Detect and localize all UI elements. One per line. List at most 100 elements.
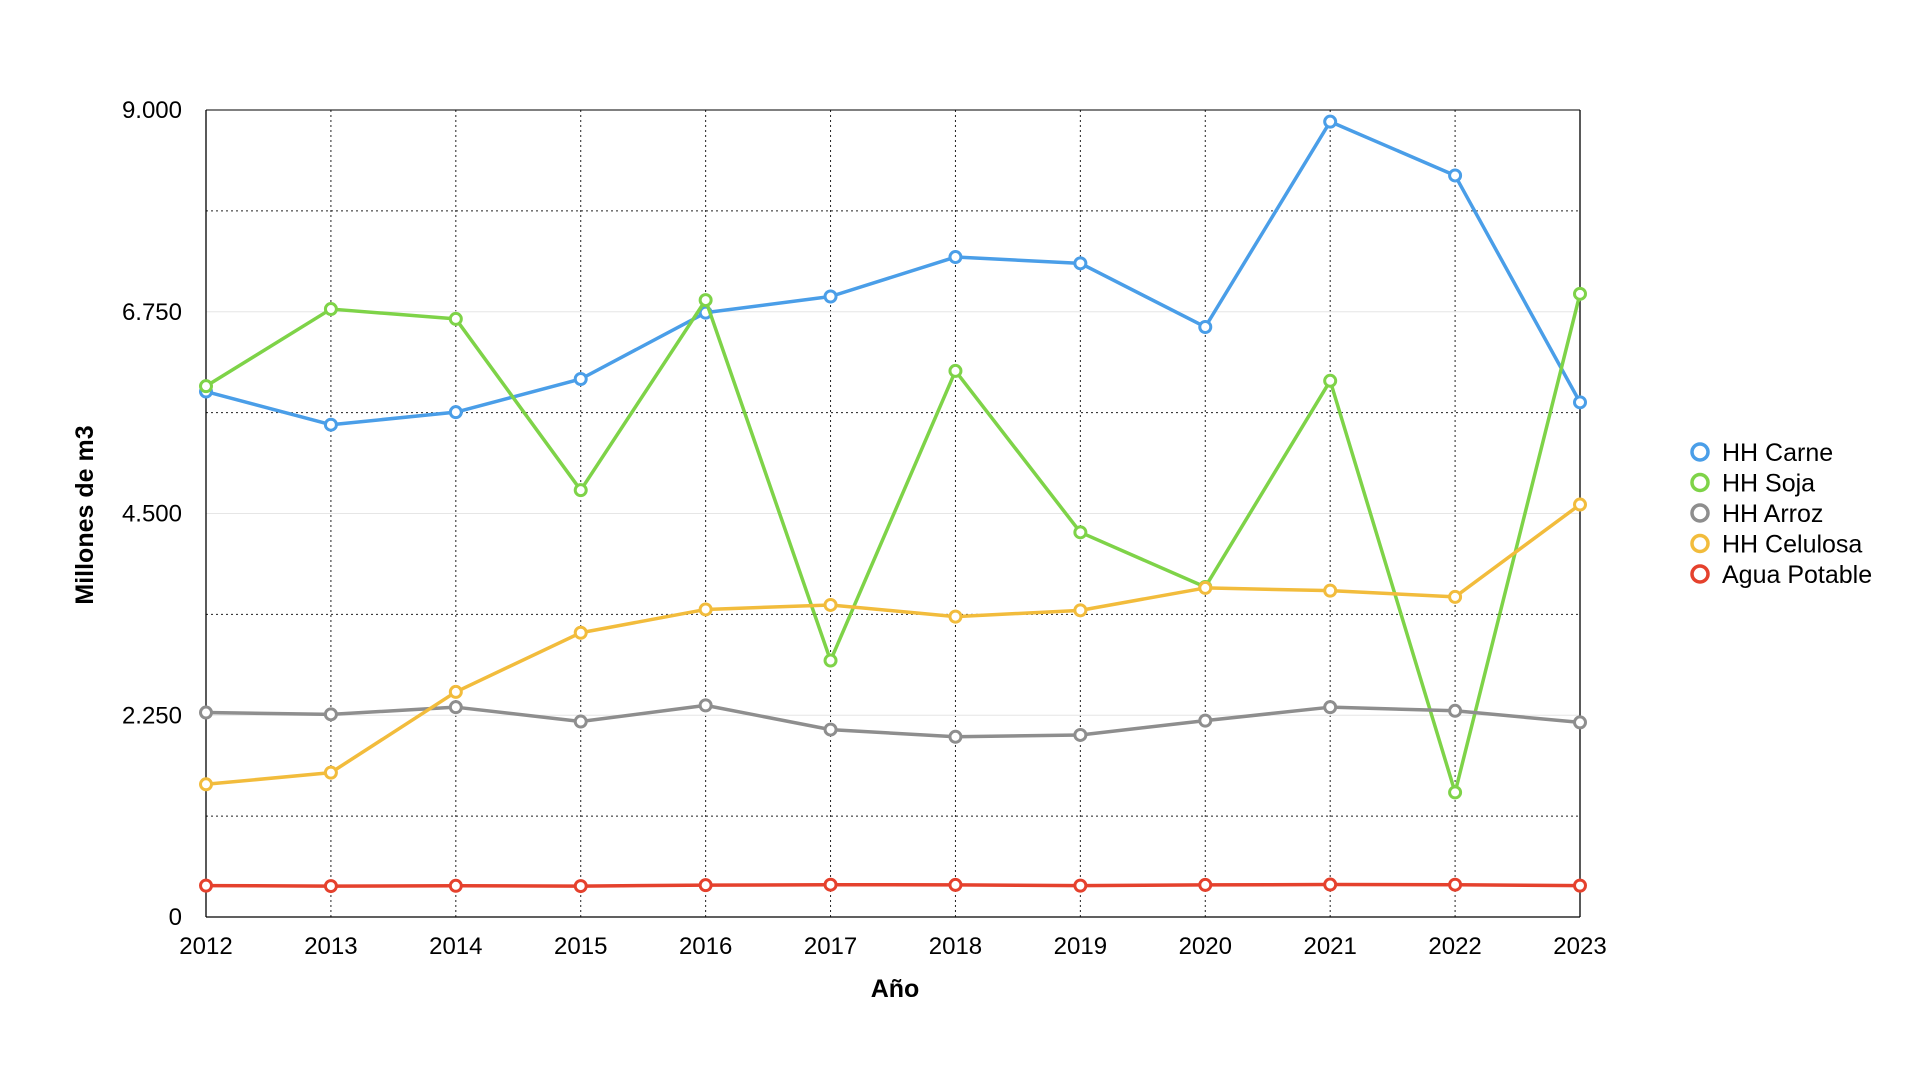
line-hh-carne xyxy=(204,119,1582,427)
series-agua-potable xyxy=(199,877,1587,894)
point-agua-potable-2023 xyxy=(1573,878,1587,893)
point-hh-celulosa-2022 xyxy=(1448,589,1463,604)
point-hh-carne-2014 xyxy=(448,405,463,420)
y-tick-label-6750: 6.750 xyxy=(122,299,182,326)
x-tick-label-2018: 2018 xyxy=(929,933,982,960)
legend-label-hh-arroz: HH Arroz xyxy=(1722,500,1823,528)
legend-label-hh-celulosa: HH Celulosa xyxy=(1722,531,1862,559)
point-hh-celulosa-2019 xyxy=(1073,603,1088,618)
point-hh-carne-2020 xyxy=(1198,319,1213,334)
point-hh-celulosa-2020 xyxy=(1198,580,1213,595)
point-hh-arroz-2022 xyxy=(1448,703,1463,718)
x-tick-label-2022: 2022 xyxy=(1428,933,1481,960)
point-agua-potable-2016 xyxy=(698,878,713,893)
tick-labels: 0 2.250 4.500 6.750 9.000 2012 2013 2014 2015 201… xyxy=(122,97,1607,960)
line-hh-celulosa xyxy=(204,502,1582,787)
line-agua-potable xyxy=(204,882,1582,888)
point-hh-celulosa-2023 xyxy=(1573,497,1587,512)
point-hh-arroz-2015 xyxy=(573,714,588,729)
point-hh-celulosa-2012 xyxy=(199,777,213,792)
point-agua-potable-2012 xyxy=(199,878,213,893)
legend-item-hh-celulosa: HH Celulosa xyxy=(1690,531,1862,559)
point-hh-carne-2019 xyxy=(1073,256,1088,271)
point-hh-celulosa-2014 xyxy=(448,684,463,699)
point-hh-arroz-2023 xyxy=(1573,715,1587,730)
x-tick-label-2020: 2020 xyxy=(1179,933,1232,960)
grid xyxy=(206,110,1580,917)
point-hh-arroz-2016 xyxy=(698,698,713,713)
legend-item-hh-carne: HH Carne xyxy=(1690,439,1833,467)
y-tick-label-0: 0 xyxy=(169,904,182,931)
point-agua-potable-2017 xyxy=(823,877,838,892)
point-hh-soja-2021 xyxy=(1323,373,1338,388)
x-tick-label-2015: 2015 xyxy=(554,933,607,960)
legend-item-hh-soja: HH Soja xyxy=(1690,470,1815,498)
point-hh-soja-2017 xyxy=(823,653,838,668)
y-tick-label-9000: 9.000 xyxy=(122,97,182,124)
point-hh-soja-2015 xyxy=(573,483,588,498)
y-axis-title: Millones de m3 xyxy=(71,425,99,604)
point-hh-celulosa-2016 xyxy=(698,602,713,617)
y-tick-label-2250: 2.250 xyxy=(122,702,182,729)
point-agua-potable-2013 xyxy=(323,879,338,894)
point-hh-celulosa-2013 xyxy=(323,765,338,780)
series-hh-celulosa xyxy=(199,497,1587,792)
series-hh-soja xyxy=(199,286,1587,800)
point-agua-potable-2019 xyxy=(1073,878,1088,893)
y-tick-label-4500: 4.500 xyxy=(122,501,182,528)
x-tick-label-2021: 2021 xyxy=(1303,933,1356,960)
point-hh-arroz-2018 xyxy=(948,729,963,744)
point-hh-celulosa-2015 xyxy=(573,625,588,640)
legend-item-hh-arroz: HH Arroz xyxy=(1690,500,1823,528)
point-hh-soja-2014 xyxy=(448,311,463,326)
legend-marker-hh-soja xyxy=(1690,472,1710,493)
x-tick-label-2014: 2014 xyxy=(429,933,482,960)
x-tick-label-2023: 2023 xyxy=(1553,933,1606,960)
point-hh-carne-2015 xyxy=(573,372,588,386)
point-hh-soja-2013 xyxy=(323,302,338,317)
legend-marker-hh-carne xyxy=(1690,442,1710,462)
point-hh-carne-2023 xyxy=(1573,395,1587,410)
legend-marker-hh-arroz xyxy=(1690,503,1710,523)
x-tick-label-2019: 2019 xyxy=(1054,933,1107,960)
point-hh-soja-2022 xyxy=(1448,785,1463,800)
point-hh-arroz-2021 xyxy=(1323,700,1338,715)
point-hh-carne-2013 xyxy=(323,417,338,432)
point-hh-carne-2022 xyxy=(1448,168,1463,183)
point-hh-soja-2019 xyxy=(1073,525,1088,540)
point-hh-carne-2021 xyxy=(1323,114,1338,129)
point-hh-carne-2018 xyxy=(948,250,963,265)
series-hh-carne xyxy=(199,114,1587,432)
legend-item-agua-potable: Agua Potable xyxy=(1690,561,1872,589)
legend-label-hh-carne: HH Carne xyxy=(1722,439,1833,467)
line-hh-arroz xyxy=(204,703,1582,739)
point-hh-arroz-2020 xyxy=(1198,713,1213,728)
point-hh-soja-2012 xyxy=(199,379,213,394)
point-agua-potable-2021 xyxy=(1323,877,1338,892)
point-hh-celulosa-2021 xyxy=(1323,583,1338,598)
x-tick-label-2012: 2012 xyxy=(179,933,232,960)
x-tick-label-2017: 2017 xyxy=(804,933,857,960)
point-agua-potable-2014 xyxy=(448,878,463,893)
x-tick-label-2013: 2013 xyxy=(304,933,357,960)
point-agua-potable-2020 xyxy=(1198,877,1213,892)
point-agua-potable-2022 xyxy=(1448,877,1463,892)
point-hh-soja-2018 xyxy=(948,363,963,378)
point-agua-potable-2015 xyxy=(573,879,588,894)
point-hh-celulosa-2018 xyxy=(948,609,963,624)
legend-label-hh-soja: HH Soja xyxy=(1722,470,1815,498)
point-hh-arroz-2019 xyxy=(1073,727,1088,742)
point-hh-soja-2023 xyxy=(1573,286,1587,301)
legend-label-agua-potable: Agua Potable xyxy=(1722,561,1872,589)
point-hh-arroz-2012 xyxy=(199,705,213,720)
point-hh-arroz-2017 xyxy=(823,722,838,737)
legend-marker-hh-celulosa xyxy=(1690,533,1710,554)
x-axis-title: Año xyxy=(871,975,920,1003)
point-agua-potable-2018 xyxy=(948,877,963,892)
point-hh-carne-2017 xyxy=(823,289,838,304)
legend-marker-agua-potable xyxy=(1690,564,1710,584)
point-hh-soja-2016 xyxy=(698,293,713,308)
series-hh-arroz xyxy=(199,698,1587,744)
